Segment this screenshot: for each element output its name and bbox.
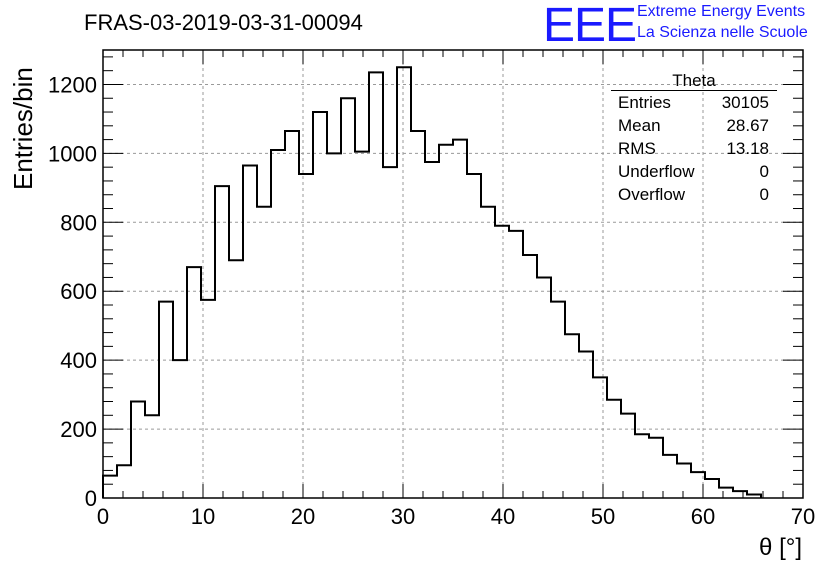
histogram-bin	[257, 207, 271, 498]
stats-row-overflow: Overflow 0	[611, 183, 777, 206]
histogram-bin	[215, 186, 229, 498]
histogram-bin	[285, 131, 299, 498]
x-tick-label: 30	[391, 504, 415, 529]
x-tick-label: 70	[791, 504, 815, 529]
histogram-bin	[425, 162, 439, 498]
stats-row-mean: Mean 28.67	[611, 114, 777, 137]
histogram-bin	[733, 491, 747, 498]
y-tick-label: 600	[60, 279, 97, 304]
histogram-bin	[313, 112, 327, 498]
histogram-bin	[593, 377, 607, 498]
histogram-bin	[537, 277, 551, 498]
y-tick-label: 0	[85, 486, 97, 511]
stats-value: 30105	[721, 93, 769, 112]
histogram-bin	[621, 414, 635, 498]
stats-value: 0	[759, 185, 769, 204]
x-tick-label: 40	[491, 504, 515, 529]
grid-lines	[103, 50, 803, 498]
histogram-bin	[383, 167, 397, 498]
stats-row-underflow: Underflow 0	[611, 160, 777, 183]
histogram-bin	[579, 352, 593, 498]
histogram-bin	[607, 400, 621, 498]
histogram-bin	[481, 207, 495, 498]
y-tick-label: 1000	[48, 141, 97, 166]
histogram-bin	[369, 72, 383, 498]
histogram-bin	[677, 464, 691, 498]
histogram-bin	[131, 402, 145, 498]
y-axis-label: Entries/bin	[8, 67, 38, 190]
plot-frame	[102, 49, 804, 499]
histogram-bin	[719, 488, 733, 498]
histogram-outline	[102, 66, 762, 498]
histogram-bin	[145, 415, 159, 498]
plot-border	[102, 49, 804, 499]
histogram-bin	[509, 231, 523, 498]
histogram-bin	[467, 174, 481, 498]
x-tick-label: 60	[691, 504, 715, 529]
histogram-bin	[565, 334, 579, 498]
stats-label: Entries	[618, 93, 671, 112]
stats-row-rms: RMS 13.18	[611, 137, 777, 160]
stats-value: 28.67	[726, 116, 769, 135]
y-tick-label: 1200	[48, 72, 97, 97]
logo-line-2: La Scienza nelle Scuole	[637, 24, 808, 41]
axis-ticks	[102, 50, 804, 499]
histogram-bin	[705, 479, 719, 498]
histogram-bin	[173, 360, 187, 498]
histogram-bin	[243, 165, 257, 498]
histogram-bin	[159, 302, 173, 498]
stats-label: Mean	[618, 116, 661, 135]
histogram-bin	[691, 472, 705, 498]
stats-label: RMS	[618, 139, 656, 158]
histogram-bin	[397, 67, 411, 498]
logo-line-1: Extreme Energy Events	[637, 3, 806, 20]
histogram-bin	[439, 145, 453, 498]
x-tick-label: 20	[291, 504, 315, 529]
histogram-bin	[551, 302, 565, 498]
y-tick-label: 200	[60, 417, 97, 442]
x-tick-label: 0	[97, 504, 109, 529]
histogram-bin	[411, 131, 425, 498]
stats-box: Theta Entries 30105 Mean 28.67 RMS 13.18…	[611, 72, 777, 206]
y-tick-label: 800	[60, 210, 97, 235]
histogram-bin	[229, 260, 243, 498]
stats-value: 0	[759, 162, 769, 181]
y-tick-label: 400	[60, 348, 97, 373]
eee-logo: EEE	[543, 0, 637, 52]
x-tick-label: 10	[191, 504, 215, 529]
chart-title: FRAS-03-2019-03-31-00094	[84, 10, 363, 35]
histogram-bin	[495, 226, 509, 498]
x-tick-label: 50	[591, 504, 615, 529]
x-axis-label: θ [°]	[759, 534, 802, 561]
histogram-bin	[523, 255, 537, 498]
histogram-bin	[355, 152, 369, 498]
histogram-bin	[117, 465, 131, 498]
histogram-bin	[299, 174, 313, 498]
stats-row-entries: Entries 30105	[611, 91, 777, 114]
histogram-bin	[663, 455, 677, 498]
histogram-bin	[187, 267, 201, 498]
histogram-bin	[103, 476, 117, 498]
histogram-bin	[649, 438, 663, 498]
histogram-bin	[271, 150, 285, 498]
stats-label: Underflow	[618, 162, 695, 181]
histogram-bin	[453, 140, 467, 498]
histogram-bin	[201, 300, 215, 498]
stats-value: 13.18	[726, 139, 769, 158]
histogram-bin	[341, 98, 355, 498]
stats-title: Theta	[611, 72, 777, 91]
tick-labels: 0 10 20 30 40 50 60 70 0 200 400 600 800 1000 1200	[48, 72, 815, 529]
histogram-bin	[635, 434, 649, 498]
stats-label: Overflow	[618, 185, 686, 204]
histogram-bin	[327, 153, 341, 498]
